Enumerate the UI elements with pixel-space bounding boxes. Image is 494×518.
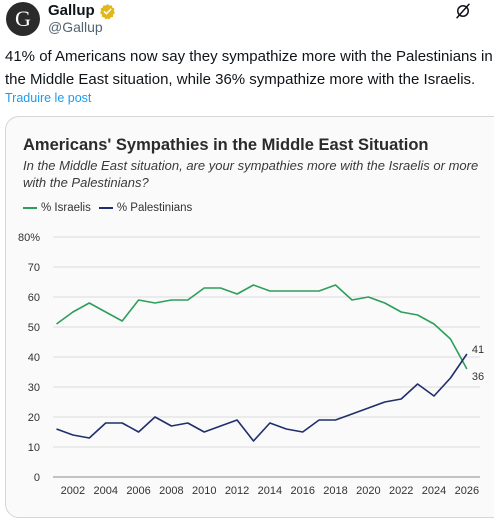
x-tick-label: 2026 [455, 485, 479, 497]
x-tick-label: 2018 [323, 485, 347, 497]
x-tick-label: 2014 [258, 485, 282, 497]
legend-swatch-israelis [23, 207, 37, 209]
chart-card[interactable] [5, 116, 494, 518]
y-tick-label: 50 [28, 322, 40, 334]
handle[interactable]: @Gallup [48, 19, 103, 35]
x-tick-label: 2016 [290, 485, 314, 497]
legend-item-israelis: % Israelis [23, 202, 91, 214]
post-text-line-1: 41% of Americans now say they sympathize… [5, 48, 493, 65]
x-tick-label: 2002 [61, 485, 85, 497]
y-tick-label: 60 [28, 292, 40, 304]
line-chart: 0 10 20 30 40 50 60 70 80% 2002 2004 2006 2008 2010 20… [18, 232, 484, 497]
series-end-label-israelis: 36 [472, 371, 484, 383]
x-tick-label: 2004 [93, 485, 117, 497]
chart-subtitle: In the Middle East situation, are your s… [23, 158, 479, 190]
series-line-israelis [56, 284, 468, 370]
x-tick-label: 2006 [126, 485, 150, 497]
y-tick-label: 70 [28, 262, 40, 274]
x-tick-label: 2022 [389, 485, 413, 497]
y-tick-label: 30 [28, 382, 40, 394]
legend-item-palestinians: % Palestinians [98, 202, 193, 214]
y-tick-label: 10 [28, 442, 40, 454]
display-name[interactable]: Gallup [48, 2, 95, 19]
series-line-palestinians [56, 353, 468, 442]
y-tick-label: 20 [28, 412, 40, 424]
verified-badge-icon [99, 3, 116, 20]
grok-icon[interactable] [454, 2, 472, 20]
legend-label-palestinians: % Palestinians [116, 202, 193, 214]
x-tick-label: 2008 [159, 485, 183, 497]
post-text: 41% of Americans now say they sympathize… [5, 45, 494, 91]
legend-label-israelis: % Israelis [41, 202, 91, 214]
author-name-row: Gallup [48, 2, 116, 20]
x-tick-label: 2010 [192, 485, 216, 497]
legend-swatch-palestinians [98, 207, 113, 209]
post-text-line-2: the Middle East situation, while 36% sym… [5, 71, 476, 88]
avatar-letter: G [15, 6, 31, 31]
chart-legend: % Israelis % Palestinians [23, 202, 200, 214]
y-tick-label: 80% [18, 232, 40, 244]
x-tick-label: 2020 [356, 485, 380, 497]
x-tick-label: 2024 [422, 485, 446, 497]
y-tick-label: 40 [28, 352, 40, 364]
chart-title: Americans' Sympathies in the Middle East… [23, 136, 429, 154]
avatar[interactable]: G [6, 2, 40, 36]
y-tick-label: 0 [34, 472, 40, 484]
x-tick-label: 2012 [225, 485, 249, 497]
series-end-label-palestinians: 41 [472, 344, 484, 356]
translate-post-link[interactable]: Traduire le post [5, 91, 92, 105]
